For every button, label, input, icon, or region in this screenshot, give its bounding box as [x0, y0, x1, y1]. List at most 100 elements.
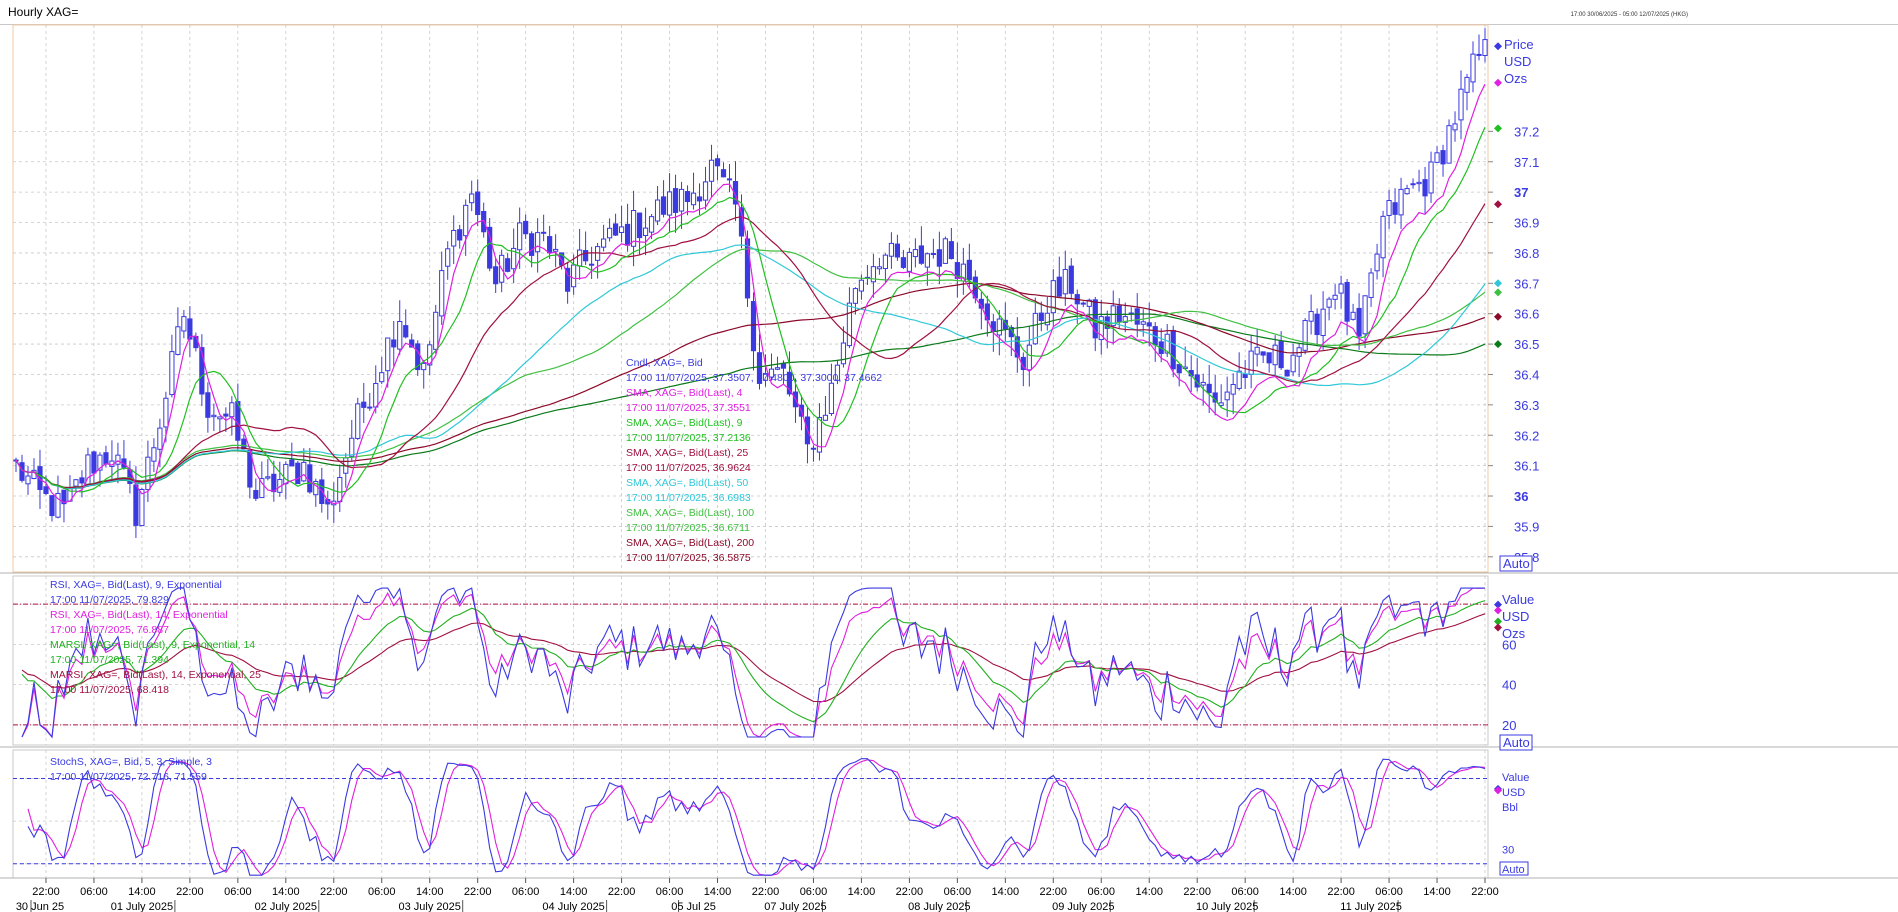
candle[interactable]	[1284, 369, 1290, 377]
candle[interactable]	[660, 180, 667, 218]
candle[interactable]	[612, 213, 619, 236]
candle[interactable]	[870, 253, 877, 298]
candle[interactable]	[469, 180, 475, 212]
candle[interactable]	[115, 442, 121, 484]
rsi9-line[interactable]	[21, 587, 1485, 739]
candle[interactable]	[1080, 301, 1086, 308]
candle[interactable]	[1254, 328, 1260, 367]
candle[interactable]	[1332, 284, 1338, 310]
candle[interactable]	[1062, 250, 1068, 306]
candle[interactable]	[1146, 302, 1152, 347]
candle[interactable]	[936, 231, 942, 285]
candle[interactable]	[451, 215, 457, 264]
candle[interactable]	[1116, 298, 1122, 329]
candle[interactable]	[337, 464, 343, 513]
candle[interactable]	[1440, 144, 1446, 177]
candle[interactable]	[636, 212, 643, 255]
candle[interactable]	[684, 185, 691, 216]
candle[interactable]	[816, 403, 823, 461]
candle[interactable]	[606, 218, 613, 242]
candle[interactable]	[601, 224, 607, 252]
candle[interactable]	[541, 214, 547, 242]
candle[interactable]	[1368, 268, 1374, 307]
candle[interactable]	[295, 460, 301, 485]
candle[interactable]	[1482, 28, 1488, 63]
candle[interactable]	[1032, 297, 1038, 345]
candle[interactable]	[1236, 352, 1242, 391]
candle[interactable]	[840, 326, 847, 368]
candle[interactable]	[948, 228, 954, 260]
candle[interactable]	[888, 232, 895, 269]
candle[interactable]	[439, 251, 445, 325]
sma4-line[interactable]	[15, 83, 1486, 505]
rsi-auto-button[interactable]: Auto	[1503, 735, 1530, 750]
candle[interactable]	[1344, 278, 1350, 336]
candle[interactable]	[1338, 275, 1344, 309]
candle[interactable]	[1302, 318, 1308, 355]
candle[interactable]	[1410, 178, 1416, 189]
candle[interactable]	[1374, 243, 1380, 280]
candle[interactable]	[457, 224, 463, 249]
candle[interactable]	[187, 306, 193, 358]
candle[interactable]	[1194, 358, 1200, 392]
sma9-line[interactable]	[15, 126, 1486, 493]
candle[interactable]	[265, 459, 271, 481]
candle[interactable]	[1470, 41, 1476, 93]
candle[interactable]	[241, 434, 247, 450]
price-auto-button[interactable]: Auto	[1503, 556, 1530, 571]
candle[interactable]	[1380, 210, 1386, 278]
candle[interactable]	[1464, 73, 1470, 111]
candle[interactable]	[726, 163, 733, 192]
candle[interactable]	[672, 174, 679, 233]
candle[interactable]	[565, 261, 571, 304]
candle[interactable]	[642, 207, 649, 256]
sma50-line[interactable]	[15, 244, 1486, 490]
price-auto-button-box[interactable]	[1499, 555, 1533, 572]
candle[interactable]	[217, 416, 223, 433]
candle[interactable]	[774, 356, 781, 371]
candle[interactable]	[1350, 303, 1356, 321]
candle[interactable]	[780, 360, 787, 385]
candle[interactable]	[1242, 359, 1248, 389]
candle[interactable]	[702, 166, 709, 210]
candle[interactable]	[1290, 343, 1296, 377]
sma200-line[interactable]	[15, 282, 1486, 489]
candle[interactable]	[583, 231, 589, 265]
candle[interactable]	[846, 287, 853, 349]
candle[interactable]	[1320, 291, 1326, 350]
candle[interactable]	[1362, 295, 1368, 349]
candle[interactable]	[714, 154, 721, 181]
candle[interactable]	[433, 304, 439, 354]
candle[interactable]	[750, 292, 757, 371]
candle[interactable]	[415, 340, 421, 376]
candle[interactable]	[379, 356, 385, 385]
stochastic-panel[interactable]	[13, 758, 1488, 876]
candle[interactable]	[1404, 184, 1410, 195]
candle[interactable]	[1038, 301, 1044, 332]
stoch-d-line[interactable]	[27, 759, 1486, 876]
candle[interactable]	[175, 307, 181, 356]
candle[interactable]	[822, 395, 829, 421]
candle[interactable]	[169, 334, 175, 398]
candle[interactable]	[756, 333, 763, 390]
candle[interactable]	[1272, 335, 1278, 376]
candle[interactable]	[762, 354, 769, 387]
sma250-line[interactable]	[15, 313, 1486, 490]
candle[interactable]	[475, 179, 481, 227]
price-panel[interactable]	[13, 28, 1488, 538]
candle[interactable]	[1110, 290, 1116, 345]
rsi14-line[interactable]	[21, 587, 1486, 739]
candle[interactable]	[397, 300, 403, 355]
candle[interactable]	[1356, 293, 1362, 350]
stoch-auto-button-box[interactable]	[1499, 861, 1529, 876]
candle[interactable]	[589, 246, 595, 279]
candle[interactable]	[463, 199, 469, 256]
rsi-auto-button-box[interactable]	[1499, 734, 1533, 751]
candle[interactable]	[1206, 364, 1212, 413]
candle[interactable]	[1308, 294, 1314, 335]
candle[interactable]	[505, 253, 511, 273]
candle[interactable]	[666, 173, 673, 232]
candle[interactable]	[876, 257, 883, 275]
candle[interactable]	[253, 478, 259, 501]
